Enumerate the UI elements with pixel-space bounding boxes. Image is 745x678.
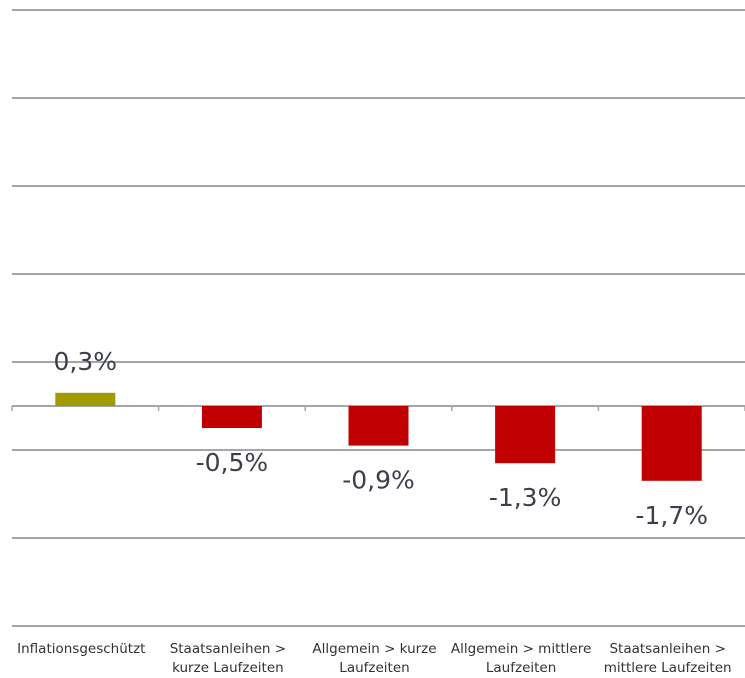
- bar: [495, 406, 556, 464]
- bar: [201, 406, 262, 428]
- x-tick-label: Staatsanleihen > kurze Laufzeiten: [169, 641, 287, 676]
- value-label: -0,5%: [196, 448, 269, 477]
- x-tick-label: Allgemein > mittlere Laufzeiten: [450, 641, 592, 676]
- x-tick-label: Staatsanleihen > mittlere Laufzeiten: [603, 641, 732, 676]
- value-label: -0,9%: [342, 466, 415, 495]
- x-tick-label: Allgemein > kurze Laufzeiten: [312, 641, 437, 676]
- value-label: -1,3%: [489, 483, 562, 512]
- bar: [55, 392, 116, 406]
- value-label: 0,3%: [54, 347, 118, 376]
- value-label: -1,7%: [635, 501, 708, 530]
- x-tick-label: Inflationsgeschützt: [17, 641, 146, 657]
- bar: [641, 406, 702, 481]
- bar: [348, 406, 409, 446]
